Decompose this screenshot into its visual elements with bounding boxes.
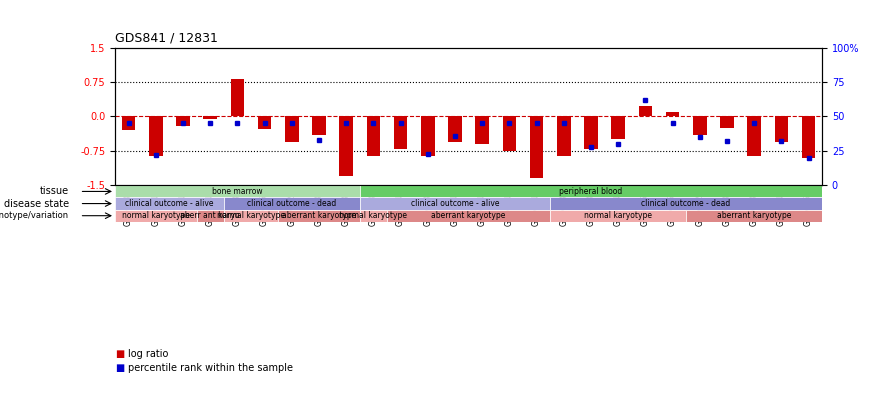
Bar [393, 116, 408, 148]
FancyBboxPatch shape [224, 198, 360, 209]
Bar [476, 116, 489, 144]
FancyBboxPatch shape [115, 198, 224, 209]
Bar [720, 116, 734, 128]
Bar [802, 116, 815, 158]
Bar [312, 116, 325, 135]
FancyBboxPatch shape [224, 209, 278, 222]
Text: clinical outcome - alive: clinical outcome - alive [411, 199, 499, 208]
FancyBboxPatch shape [360, 209, 387, 222]
FancyBboxPatch shape [360, 198, 550, 209]
Bar [693, 116, 706, 135]
Bar [530, 116, 544, 179]
FancyBboxPatch shape [115, 185, 360, 198]
Bar [258, 116, 271, 129]
Text: clinical outcome - dead: clinical outcome - dead [642, 199, 731, 208]
Bar [203, 116, 217, 119]
Bar [339, 116, 353, 176]
Text: genotype/variation: genotype/variation [0, 211, 69, 220]
Text: normal karyotype: normal karyotype [217, 211, 285, 220]
FancyBboxPatch shape [196, 209, 224, 222]
Bar [367, 116, 380, 156]
Text: GDS841 / 12831: GDS841 / 12831 [115, 32, 217, 45]
Text: aberrant karyotype: aberrant karyotype [431, 211, 506, 220]
FancyBboxPatch shape [360, 185, 822, 198]
Text: aberrant karyotype: aberrant karyotype [717, 211, 791, 220]
FancyBboxPatch shape [115, 209, 196, 222]
Text: ■: ■ [115, 349, 124, 360]
Bar [666, 112, 679, 116]
Text: aberr ant karyo: aberr ant karyo [180, 211, 240, 220]
FancyBboxPatch shape [550, 198, 822, 209]
Bar [612, 116, 625, 139]
Bar [747, 116, 761, 156]
Text: peripheral blood: peripheral blood [560, 187, 622, 196]
FancyBboxPatch shape [278, 209, 360, 222]
Bar [176, 116, 190, 126]
Text: clinical outcome - dead: clinical outcome - dead [248, 199, 336, 208]
Bar [448, 116, 461, 142]
Text: tissue: tissue [40, 187, 69, 196]
Bar [421, 116, 435, 156]
Bar [285, 116, 299, 142]
Text: bone marrow: bone marrow [212, 187, 263, 196]
Text: normal karyotype: normal karyotype [122, 211, 190, 220]
Text: ■: ■ [115, 363, 124, 373]
FancyBboxPatch shape [387, 209, 550, 222]
Bar [774, 116, 789, 142]
Text: normal karyotype: normal karyotype [584, 211, 652, 220]
Bar [149, 116, 163, 156]
Bar [231, 79, 244, 116]
Text: percentile rank within the sample: percentile rank within the sample [128, 363, 293, 373]
Text: clinical outcome - alive: clinical outcome - alive [125, 199, 214, 208]
FancyBboxPatch shape [550, 209, 686, 222]
Text: log ratio: log ratio [128, 349, 169, 360]
Bar [638, 107, 652, 116]
Bar [584, 116, 598, 148]
Bar [122, 116, 135, 130]
Bar [502, 116, 516, 151]
FancyBboxPatch shape [686, 209, 822, 222]
Bar [557, 116, 570, 156]
Text: disease state: disease state [4, 198, 69, 209]
Text: normal karyotype: normal karyotype [339, 211, 408, 220]
Text: aberrant karyotype: aberrant karyotype [282, 211, 356, 220]
